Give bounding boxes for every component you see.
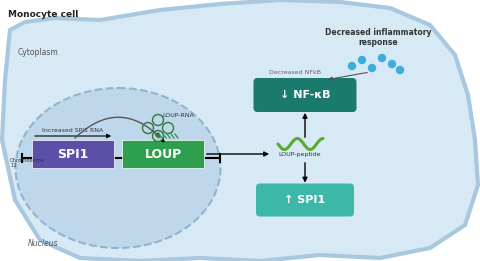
Circle shape — [348, 62, 356, 69]
Text: Monocyte cell: Monocyte cell — [8, 10, 78, 19]
FancyBboxPatch shape — [122, 140, 204, 168]
Text: Increased SPI1 RNA: Increased SPI1 RNA — [42, 128, 104, 133]
FancyBboxPatch shape — [253, 78, 357, 112]
FancyBboxPatch shape — [32, 140, 114, 168]
Circle shape — [388, 61, 396, 68]
Text: ↑ SPI1: ↑ SPI1 — [285, 195, 325, 205]
Text: ↓ NF-κB: ↓ NF-κB — [280, 90, 330, 100]
Text: Decreased inflammatory
response: Decreased inflammatory response — [325, 28, 431, 48]
Circle shape — [396, 67, 404, 74]
Text: Decreased NFkB: Decreased NFkB — [269, 70, 321, 75]
Text: Chromosome
11: Chromosome 11 — [10, 158, 45, 168]
Text: SPI1: SPI1 — [57, 147, 89, 161]
Text: Nucleus: Nucleus — [28, 239, 59, 248]
Ellipse shape — [15, 88, 220, 248]
Text: Cytoplasm: Cytoplasm — [18, 48, 59, 57]
Text: LOUP-RNA: LOUP-RNA — [162, 113, 194, 118]
Circle shape — [359, 56, 365, 63]
Circle shape — [369, 64, 375, 72]
FancyBboxPatch shape — [256, 183, 354, 217]
Text: LOUP: LOUP — [144, 147, 181, 161]
Text: LOUP-peptide: LOUP-peptide — [279, 152, 321, 157]
Circle shape — [379, 55, 385, 62]
